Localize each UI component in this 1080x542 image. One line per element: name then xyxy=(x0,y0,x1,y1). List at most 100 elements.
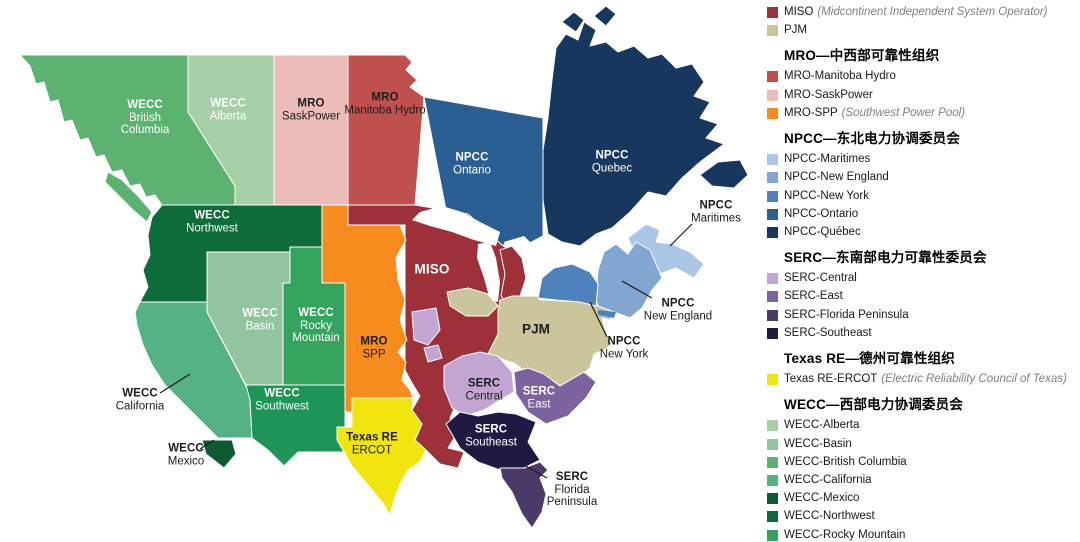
legend-item-serc-southeast: SERC-Southeast xyxy=(766,327,1076,340)
legend-item-pjm: PJM xyxy=(766,24,1076,37)
region-npcc-new-england xyxy=(595,241,663,319)
leader-lines xyxy=(159,223,693,479)
legend-item-wecc-british-columbia: WECC-British Columbia xyxy=(766,456,1076,469)
leader-florida xyxy=(521,463,548,479)
legend-item-wecc-rocky-mountain: WECC-Rocky Mountain xyxy=(766,529,1076,542)
legend-item-wecc-basin: WECC-Basin xyxy=(766,438,1076,451)
region-mro-saskpower xyxy=(273,54,349,206)
region-texas-re-ercot xyxy=(336,397,427,516)
legend-label: PJM xyxy=(784,24,807,37)
region-long-island xyxy=(598,310,616,318)
legend: MISO (Midcontinent Independent System Op… xyxy=(766,6,1076,542)
legend-label: WECC-Basin xyxy=(784,437,852,450)
legend-swatch xyxy=(767,226,778,238)
legend-label: MRO-Manitoba Hydro xyxy=(784,70,896,83)
region-quebec-island xyxy=(561,11,585,33)
legend-item-serc-central: SERC-Central xyxy=(766,272,1076,285)
legend-swatch xyxy=(767,420,778,432)
region-mro-spp xyxy=(321,204,414,413)
legend-swatch xyxy=(767,190,778,202)
legend-item-npcc-new-england: NPCC-New England xyxy=(766,171,1076,184)
legend-swatch xyxy=(767,511,778,523)
legend-item-mro-spp: MRO-SPP (Southwest Power Pool) xyxy=(766,107,1076,120)
legend-suffix: (Southwest Power Pool) xyxy=(841,106,966,119)
legend-swatch xyxy=(767,71,778,83)
legend-group-header-wecc: WECC—西部电力协调委员会 xyxy=(784,397,964,413)
legend-label: NPCC-New England xyxy=(784,171,889,184)
legend-label: WECC-Alberta xyxy=(784,419,860,432)
legend-group-header-serc: SERC—东南部电力可靠性委员会 xyxy=(784,250,987,266)
region-newfoundland xyxy=(699,159,749,189)
legend-item-wecc-mexico: WECC-Mexico xyxy=(766,492,1076,505)
legend-label: WECC-Rocky Mountain xyxy=(784,528,906,541)
legend-swatch xyxy=(767,25,778,37)
legend-item-npcc-new-york: NPCC-New York xyxy=(766,190,1076,203)
legend-item-wecc-alberta: WECC-Alberta xyxy=(766,419,1076,432)
legend-item-wecc-california: WECC-California xyxy=(766,474,1076,487)
region-serc-central xyxy=(443,351,515,417)
region-quebec-island-2 xyxy=(593,5,617,27)
map-svg xyxy=(19,5,749,529)
region-wecc-mexico xyxy=(201,439,237,469)
leader-new-york xyxy=(589,301,608,338)
legend-swatch xyxy=(767,273,778,285)
legend-group-header-npcc: NPCC—东北电力协调委员会 xyxy=(784,131,961,147)
legend-swatch xyxy=(767,89,778,101)
region-serc-east xyxy=(513,367,597,425)
legend-label: SERC-East xyxy=(784,290,843,303)
legend-swatch xyxy=(767,327,778,339)
legend-swatch xyxy=(767,374,778,386)
legend-label: WECC-Mexico xyxy=(784,492,860,505)
legend-swatch xyxy=(767,493,778,505)
region-serc-central-patch xyxy=(411,307,441,346)
leader-new-england xyxy=(621,280,653,299)
north-america-map: WECC British Columbia WECC Alberta MRO Sask… xyxy=(19,5,749,529)
legend-swatch xyxy=(767,438,778,450)
legend-swatch xyxy=(767,107,778,119)
legend-label: WECC-Northwest xyxy=(784,510,875,523)
legend-item-npcc-maritimes: NPCC-Maritimes xyxy=(766,153,1076,166)
legend-swatch xyxy=(767,7,778,18)
lake-superior xyxy=(412,206,500,246)
legend-swatch xyxy=(767,529,778,541)
legend-item-npcc-ontario: NPCC-Ontario xyxy=(766,208,1076,221)
legend-label: SERC-Southeast xyxy=(784,326,872,339)
leader-maritimes xyxy=(669,223,693,247)
region-npcc-new-york xyxy=(537,263,599,307)
legend-suffix: (Midcontinent Independent System Operato… xyxy=(817,6,1048,18)
leader-california xyxy=(159,373,191,394)
legend-label: NPCC-Ontario xyxy=(784,207,859,220)
region-wecc-southwest xyxy=(245,384,346,467)
legend-suffix: (Electric Reliability Council of Texas) xyxy=(881,373,1067,386)
legend-label: SERC-Florida Peninsula xyxy=(784,308,909,321)
legend-swatch xyxy=(767,456,778,468)
legend-swatch xyxy=(767,154,778,166)
lake-michigan xyxy=(477,242,500,302)
legend-item-serc-florida: SERC-Florida Peninsula xyxy=(766,309,1076,322)
legend-group-header-texas-re: Texas RE—德州可靠性组织 xyxy=(784,351,955,367)
legend-label: NPCC-New York xyxy=(784,189,869,202)
legend-label: Texas RE-ERCOT xyxy=(784,373,878,386)
leader-mexico xyxy=(199,439,215,450)
legend-item-miso: MISO (Midcontinent Independent System Op… xyxy=(766,6,1076,19)
legend-item-mro-manitoba: MRO-Manitoba Hydro xyxy=(766,70,1076,83)
legend-swatch xyxy=(767,309,778,321)
legend-swatch xyxy=(767,474,778,486)
region-npcc-quebec xyxy=(542,21,725,247)
legend-label: MRO-SaskPower xyxy=(784,88,873,101)
legend-item-serc-east: SERC-East xyxy=(766,290,1076,303)
region-wecc-california xyxy=(134,301,253,439)
legend-label: NPCC-Maritimes xyxy=(784,153,871,166)
region-pjm-exclave xyxy=(446,287,499,317)
legend-swatch xyxy=(767,172,778,184)
legend-group-header-mro: MRO—中西部可靠性组织 xyxy=(784,48,940,64)
region-mro-manitoba-hydro xyxy=(347,54,425,206)
legend-item-mro-saskpower: MRO-SaskPower xyxy=(766,89,1076,102)
region-serc-southeast xyxy=(445,411,541,471)
region-serc-florida xyxy=(499,461,549,529)
legend-label: SERC-Central xyxy=(784,272,857,285)
legend-label: WECC-British Columbia xyxy=(784,455,907,468)
legend-label: WECC-California xyxy=(784,473,872,486)
legend-swatch xyxy=(767,208,778,220)
